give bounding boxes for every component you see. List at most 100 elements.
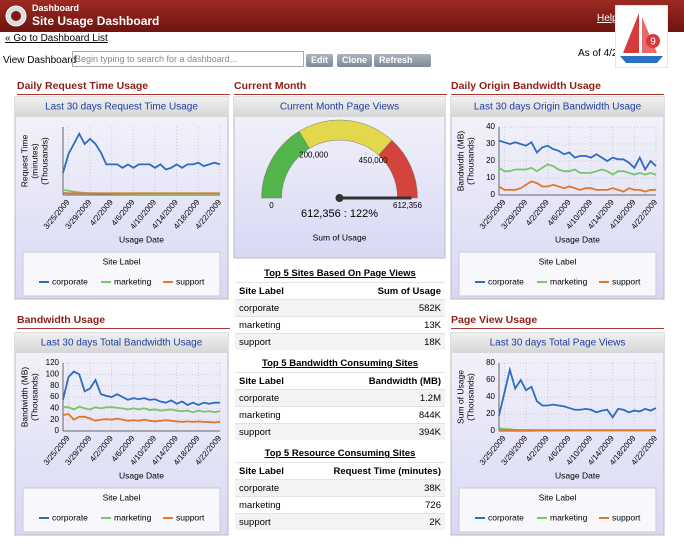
table-title-row: Top 5 Bandwidth Consuming Sites [235,355,445,373]
section-title: Page View Usage [451,314,664,329]
y-tick-label: 0 [55,426,60,435]
data-table: Top 5 Bandwidth Consuming Sites Site Labe… [235,355,445,440]
series-line [62,370,220,406]
y-tick-label: 100 [46,369,60,378]
panel-header [15,333,228,353]
legend-label: support [612,512,641,522]
gauge-value: 612,356 : 122% [301,208,378,220]
data-table: Top 5 Sites Based On Page Views Site Labe… [235,265,445,350]
x-axis-label: Usage Date [555,234,600,244]
legend-label: support [176,276,205,286]
table-title: Top 5 Sites Based On Page Views [264,268,416,279]
chart-title: Last 30 days Origin Bandwidth Usage [474,102,642,113]
gauge-tick-label: 0 [269,201,274,210]
column-header: Sum of Usage [324,282,445,300]
legend [22,487,221,533]
series-line [62,413,221,424]
table-cell: marketing [235,316,325,334]
legend-label: marketing [550,276,588,286]
y-tick-label: 40 [50,403,59,412]
search-input[interactable]: Begin typing to search for a dashboard..… [72,51,304,67]
chart-title: Last 30 days Total Bandwidth Usage [41,338,203,349]
legend-title: Site Label [103,256,141,266]
gauge-hub [335,194,344,202]
legend-label: corporate [52,512,88,522]
series-line [63,405,221,414]
panel-header [451,97,664,117]
series-line [498,366,657,420]
gauge-title: Current Month Page Views [280,102,399,113]
legend-title: Site Label [103,492,141,502]
legend-label: marketing [550,512,588,522]
table-row: support 2K [235,513,445,530]
y-tick-label: 60 [486,375,495,384]
y-tick-label: 10 [486,173,495,182]
panel-header [234,97,445,117]
column-header: Bandwidth (MB) [318,372,445,390]
series-line [498,180,656,193]
y-tick-label: 20 [486,409,495,418]
as-of: As of 4/2 [578,48,618,59]
table-row: support 18K [235,333,445,350]
table-row: marketing 726 [235,496,445,514]
table-row: marketing 844K [235,406,445,424]
table-cell: 726 [300,496,445,514]
y-axis-label: (Thousands) [465,373,475,421]
legend-title: Site Label [539,492,577,502]
y-tick-label: 80 [486,358,495,367]
table-header-row: Site Label Request Time (minutes) [235,462,445,480]
table-cell: support [235,423,319,440]
x-axis-label: Usage Date [119,234,164,244]
x-axis-label: Usage Date [119,470,164,480]
gauge-tick-label: 450,000 [359,156,388,165]
legend [458,251,657,297]
legend-label: corporate [488,512,524,522]
logo [5,5,27,27]
table-row: corporate 582K [235,299,445,317]
panel-header [451,333,664,353]
clone-button[interactable]: Clone [337,54,373,67]
legend-title: Site Label [539,256,577,266]
gauge-tick-label: 200,000 [299,150,328,159]
column-header: Site Label [235,282,325,300]
y-axis-label: (Thousands) [39,137,49,185]
section-title: Daily Origin Bandwidth Usage [451,80,664,95]
table-row: corporate 38K [235,479,445,497]
table-title-row: Top 5 Sites Based On Page Views [235,265,445,283]
table-cell: support [235,333,325,350]
series-line [498,139,657,172]
data-table: Top 5 Resource Consuming Sites Site Label… [235,445,445,530]
table-cell: 18K [324,333,445,350]
legend-label: marketing [114,276,152,286]
legend-label: corporate [488,276,524,286]
table-title: Top 5 Bandwidth Consuming Sites [261,358,419,369]
table-cell: marketing [235,496,301,514]
table-cell: 582K [324,299,445,317]
legend [22,251,221,297]
edit-button[interactable]: Edit [306,54,333,67]
y-axis-label: Bandwidth (MB) [19,367,29,428]
table-row: marketing 13K [235,316,445,334]
app-name: Dashboard [32,3,80,13]
back-link[interactable]: « Go to Dashboard List [5,33,108,44]
y-tick-label: 0 [491,190,496,199]
x-axis-label: Usage Date [555,470,600,480]
y-tick-label: 20 [50,415,59,424]
section-title: Daily Request Time Usage [17,80,230,95]
y-tick-label: 30 [486,139,495,148]
page-title: Site Usage Dashboard [32,14,160,28]
column-header: Request Time (minutes) [300,462,445,480]
table-cell: 38K [300,479,445,497]
series-line [498,163,657,176]
y-tick-label: 40 [486,392,495,401]
y-tick-label: 80 [50,381,59,390]
legend-label: support [176,512,205,522]
legend-label: marketing [114,512,152,522]
table-cell: 1.2M [318,389,445,407]
y-tick-label: 0 [491,426,496,435]
column-header: Site Label [235,372,319,390]
y-tick-label: 60 [50,392,59,401]
help-link[interactable]: Help [597,13,618,24]
refresh-button[interactable]: Refresh [374,54,431,67]
section-title: Bandwidth Usage [17,314,230,329]
